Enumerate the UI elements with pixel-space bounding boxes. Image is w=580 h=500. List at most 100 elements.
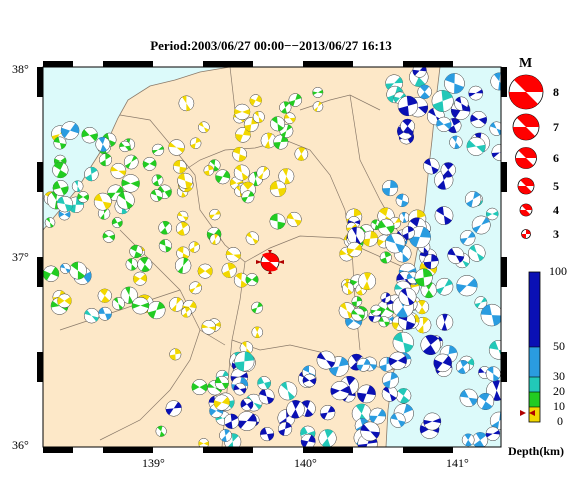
focal-mechanism — [56, 195, 74, 213]
focal-mechanism — [214, 375, 229, 391]
focal-mechanism — [177, 172, 194, 189]
focal-mechanism — [172, 159, 187, 174]
focal-mechanism — [221, 262, 237, 278]
focal-mechanism — [370, 304, 382, 317]
focal-mechanism — [302, 373, 317, 388]
focal-mechanism — [201, 319, 217, 335]
focal-mechanism — [380, 292, 392, 303]
focal-mechanism — [150, 189, 163, 202]
focal-mechanism — [245, 231, 260, 245]
focal-mechanism — [400, 118, 415, 134]
focal-mechanism — [330, 381, 350, 401]
depth-tick-50: 50 — [553, 339, 565, 353]
focal-mechanism — [235, 127, 251, 143]
focal-mechanism — [133, 271, 148, 286]
focal-mechanism — [57, 293, 72, 309]
focal-mechanism — [381, 179, 399, 197]
focal-mechanism — [232, 146, 247, 162]
focal-mechanism — [288, 93, 303, 107]
focal-mechanism — [151, 174, 164, 187]
focal-mechanism — [312, 86, 324, 98]
focal-mechanism — [209, 233, 221, 245]
focal-mechanism — [257, 376, 272, 390]
depth-colorbar — [520, 271, 541, 423]
magnitude-label-7: 7 — [553, 120, 559, 134]
focal-mechanism — [240, 397, 254, 411]
focal-mechanism — [165, 400, 182, 417]
focal-mechanism — [129, 244, 143, 259]
focal-mechanism — [125, 258, 139, 271]
focal-mechanism — [379, 251, 392, 264]
focal-mechanism — [168, 139, 185, 156]
focal-mechanism — [121, 174, 140, 193]
focal-mechanism — [95, 136, 111, 152]
focal-mechanism — [357, 384, 376, 404]
focal-mechanism — [219, 429, 232, 442]
focal-mechanism — [456, 275, 478, 297]
main-event — [256, 250, 284, 274]
focal-mechanism — [198, 121, 210, 134]
focal-mechanism — [123, 154, 139, 170]
focal-mechanism — [203, 165, 215, 176]
focal-mechanism — [378, 316, 390, 328]
focal-mechanism — [381, 385, 398, 402]
focal-mechanism — [455, 359, 470, 374]
focal-mechanism — [474, 296, 488, 310]
focal-mechanism — [286, 400, 305, 419]
focal-mechanism — [489, 121, 501, 136]
focal-mechanism — [43, 265, 60, 282]
magnitude-label-8: 8 — [553, 85, 559, 99]
map-title: Period:2003/06/27 00:00−−2013/06/27 16:1… — [150, 38, 392, 53]
focal-mechanism — [252, 110, 265, 123]
focal-mechanism — [447, 247, 465, 264]
focal-mechanism — [169, 348, 182, 361]
focal-mechanism — [177, 210, 189, 222]
focal-mechanism — [316, 350, 336, 370]
focal-mechanism — [225, 247, 241, 263]
focal-mechanism — [259, 427, 275, 442]
focal-mechanism — [435, 277, 454, 296]
focal-mechanism — [294, 147, 309, 161]
focal-mechanism — [369, 407, 387, 425]
focal-mechanism — [392, 331, 414, 354]
focal-mechanism — [151, 143, 165, 157]
focal-mechanism — [351, 296, 363, 307]
focal-mechanism — [468, 85, 484, 101]
focal-mechanism — [423, 253, 439, 270]
focal-mechanism — [59, 263, 71, 274]
focal-mechanism — [233, 382, 247, 396]
focal-mechanism — [489, 411, 501, 431]
focal-mechanism — [395, 388, 412, 404]
focal-mechanism — [93, 192, 112, 211]
focal-mechanism — [488, 340, 501, 360]
magnitude-label-3: 3 — [553, 227, 559, 241]
focal-mechanism — [377, 218, 395, 236]
focal-mechanism — [81, 127, 98, 144]
focal-mechanism — [414, 268, 433, 287]
focal-mechanism — [233, 103, 251, 121]
depth-unit-label: Depth(km) — [508, 444, 564, 458]
focal-mechanism — [97, 288, 112, 303]
focal-mechanism — [102, 230, 116, 243]
magnitude-label-4: 4 — [553, 203, 559, 217]
focal-mechanism — [111, 297, 125, 311]
focal-mechanism — [320, 404, 336, 421]
focal-mechanism — [433, 353, 452, 373]
focal-mechanism — [142, 156, 157, 171]
focal-mechanism — [147, 301, 166, 320]
magnitude-legend-title: M — [519, 56, 533, 71]
focal-mechanism — [241, 190, 255, 204]
magnitude-legend — [508, 74, 544, 239]
focal-mechanism — [83, 307, 100, 324]
focal-mechanism — [491, 144, 501, 161]
focal-mechanism — [417, 84, 432, 100]
focal-mechanism — [470, 110, 488, 128]
focal-mechanism — [382, 371, 399, 389]
focal-mechanism — [213, 394, 230, 411]
depth-tick-100: 100 — [549, 264, 567, 278]
focal-mechanism — [356, 357, 371, 372]
focal-mechanism — [270, 116, 286, 132]
focal-mechanism — [269, 213, 286, 230]
focal-mechanism — [249, 94, 262, 107]
